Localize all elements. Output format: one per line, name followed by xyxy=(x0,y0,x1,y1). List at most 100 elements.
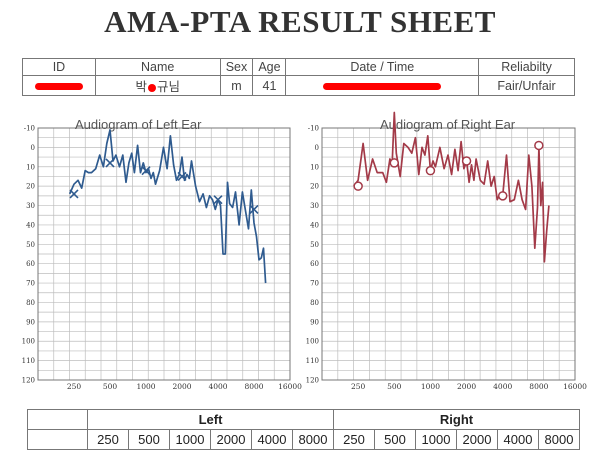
marker-stroke xyxy=(213,195,223,205)
name-end: 규님 xyxy=(156,80,180,94)
right-freq-cell: 4000 xyxy=(497,429,539,450)
name-value: 박 규님 xyxy=(94,75,221,96)
y-tick-label: 0 xyxy=(31,144,35,152)
threshold-marker-x xyxy=(141,166,151,176)
y-tick-label: 110 xyxy=(22,357,35,365)
y-tick-label: 40 xyxy=(310,221,319,229)
y-tick-label: 90 xyxy=(26,318,35,326)
right-freq-cell: 2000 xyxy=(456,429,498,450)
id-header: ID xyxy=(22,58,96,76)
marker-stroke xyxy=(249,204,259,214)
threshold-marker-o xyxy=(461,156,472,166)
plot-frame xyxy=(321,127,576,381)
y-tick-label: 50 xyxy=(310,241,319,249)
y-tick-label: 110 xyxy=(306,357,319,365)
y-tick-label: 70 xyxy=(26,280,35,288)
y-tick-label: 40 xyxy=(26,221,35,229)
series-line xyxy=(353,111,550,263)
age-header: Age xyxy=(252,58,287,76)
x-tick-label: 2000 xyxy=(457,382,476,391)
x-tick-label: 4000 xyxy=(493,382,512,391)
y-tick-label: 30 xyxy=(310,202,319,210)
left-freq-cell: 4000 xyxy=(251,429,293,450)
marker-stroke xyxy=(141,166,151,176)
left-freq-cell: 2000 xyxy=(210,429,252,450)
threshold-marker-x xyxy=(105,158,115,168)
right-header: Right xyxy=(333,409,580,430)
y-tick-label: 120 xyxy=(306,377,319,385)
threshold-marker-x xyxy=(69,189,79,199)
x-tick-label: 500 xyxy=(103,382,118,391)
y-tick-label: 60 xyxy=(310,260,319,268)
reliability-value: Fair/Unfair xyxy=(478,75,575,96)
x-tick-label: 1000 xyxy=(421,382,440,391)
right-freq-cell: 500 xyxy=(374,429,416,450)
y-tick-label: 20 xyxy=(310,183,319,191)
id-redaction xyxy=(34,82,83,90)
threshold-marker-o xyxy=(353,181,363,191)
y-tick-label: 80 xyxy=(310,299,319,307)
y-tick-label: 50 xyxy=(26,241,35,249)
plot-frame xyxy=(37,127,291,381)
y-tick-label: 30 xyxy=(26,202,35,210)
threshold-marker-x xyxy=(177,171,187,182)
left-freq-cell: 250 xyxy=(87,429,129,450)
results-table: Left Right 250 500 1000 2000 4000 8000 2… xyxy=(27,409,580,450)
threshold-marker-x xyxy=(249,204,259,214)
y-tick-label: -10 xyxy=(24,125,35,133)
y-tick-label: 100 xyxy=(306,338,319,346)
left-freq-cell: 500 xyxy=(128,429,170,450)
y-tick-label: 20 xyxy=(26,183,35,191)
results-side-row: Left Right xyxy=(27,409,580,430)
plot-grid xyxy=(37,127,291,381)
threshold-marker-o xyxy=(425,165,436,176)
x-tick-label: 16000 xyxy=(563,382,587,391)
series-line xyxy=(68,129,267,284)
y-tick-label: 90 xyxy=(310,318,319,326)
patient-info-table: ID Name Sex Age Date / Time Reliabilty 박… xyxy=(22,58,575,96)
y-tick-label: 10 xyxy=(310,163,319,171)
left-freq-cell: 1000 xyxy=(169,429,211,450)
marker-stroke xyxy=(177,171,187,182)
sex-value: m xyxy=(219,75,254,96)
chart-title: Audiogram of Right Ear xyxy=(380,117,516,132)
marker-stroke xyxy=(105,158,115,168)
x-tick-label: 16000 xyxy=(278,382,302,391)
y-tick-label: 0 xyxy=(315,144,319,152)
y-tick-label: 80 xyxy=(26,299,35,307)
page-title: AMA-PTA RESULT SHEET xyxy=(104,4,496,39)
name-header: Name xyxy=(94,58,221,76)
threshold-marker-o xyxy=(497,191,508,201)
right-ear-audiogram: -10 0 10 20 30 40 50 60 70 80 90 100 110 120 250 500 100… xyxy=(306,111,587,391)
info-header-row: ID Name Sex Age Date / Time Reliabilty xyxy=(22,58,575,76)
x-tick-label: 1000 xyxy=(136,382,155,391)
marker-stroke xyxy=(69,189,79,199)
threshold-marker-o xyxy=(389,158,400,168)
y-tick-label: 60 xyxy=(26,260,35,268)
right-freq-cell: 1000 xyxy=(415,429,457,450)
reliability-header: Reliabilty xyxy=(478,58,575,76)
x-tick-label: 250 xyxy=(67,382,82,391)
left-ear-audiogram: -10 0 10 20 30 40 50 60 70 80 90 100 110 120 250 500 100… xyxy=(22,117,303,391)
name-redaction xyxy=(147,83,156,92)
y-tick-label: 100 xyxy=(22,338,35,346)
date-header: Date / Time xyxy=(285,58,480,76)
name-start: 박 xyxy=(135,80,147,94)
id-value xyxy=(22,75,96,96)
right-freq-cell: 8000 xyxy=(538,429,580,450)
left-header: Left xyxy=(87,409,334,430)
sex-header: Sex xyxy=(219,58,254,76)
x-tick-label: 2000 xyxy=(172,382,191,391)
x-tick-label: 8000 xyxy=(244,382,263,391)
left-freq-cell: 8000 xyxy=(292,429,334,450)
date-redaction xyxy=(323,82,442,90)
results-freq-row: 250 500 1000 2000 4000 8000 250 500 1000… xyxy=(27,429,580,450)
right-freq-cell: 250 xyxy=(333,429,375,450)
chart-title: Audiogram of Left Ear xyxy=(75,117,202,132)
threshold-marker-x xyxy=(213,195,223,205)
date-value xyxy=(285,75,480,96)
y-tick-label: 70 xyxy=(310,280,319,288)
y-tick-label: -10 xyxy=(308,125,319,133)
x-tick-label: 250 xyxy=(351,382,366,391)
x-tick-label: 8000 xyxy=(529,382,548,391)
